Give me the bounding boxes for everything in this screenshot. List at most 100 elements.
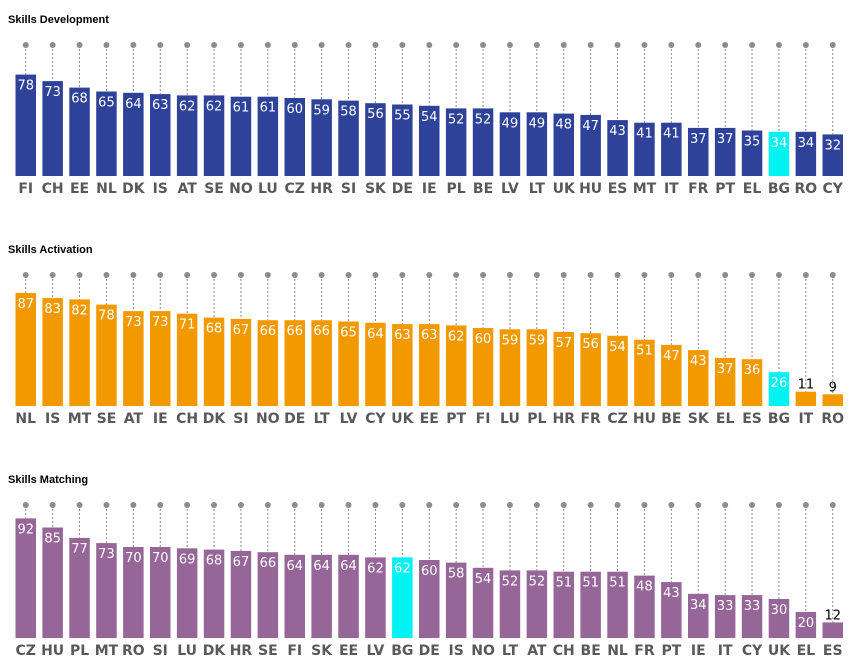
guide-dot — [668, 42, 675, 48]
bar-pl — [69, 537, 90, 638]
data-label: 41 — [636, 127, 653, 142]
guide-dot — [49, 272, 56, 278]
bar-fi — [284, 554, 305, 638]
bar-hr — [553, 331, 574, 406]
category-label: CZ — [285, 181, 305, 197]
guide-dot — [49, 502, 56, 508]
data-label: 63 — [421, 328, 438, 343]
chart-title: Skills Development — [8, 14, 109, 26]
data-label: 68 — [206, 554, 223, 569]
category-label: LT — [502, 643, 519, 659]
bar-sk — [688, 350, 709, 406]
bar-pt — [661, 582, 682, 638]
category-label: SE — [204, 181, 224, 197]
data-label: 60 — [421, 564, 438, 579]
bar-sk — [365, 103, 386, 176]
bar-lu — [499, 329, 521, 406]
data-label: 62 — [206, 99, 223, 114]
data-label: 78 — [98, 309, 115, 324]
category-label: FR — [634, 643, 655, 659]
category-label: LV — [367, 643, 385, 659]
data-label: 52 — [448, 112, 465, 127]
data-label: 52 — [475, 112, 492, 127]
category-label: BE — [581, 643, 601, 659]
bar-it — [714, 595, 736, 638]
bar-no — [472, 567, 494, 638]
guide-dot — [345, 502, 352, 508]
bar-it — [795, 391, 817, 406]
guide-dot — [614, 272, 621, 278]
data-label: 68 — [71, 92, 88, 107]
guide-dot — [587, 502, 594, 508]
category-label: IT — [798, 411, 813, 427]
category-label: PT — [446, 411, 466, 427]
bar-hu — [580, 114, 601, 176]
category-label: FI — [18, 181, 33, 197]
bar-ee — [338, 554, 359, 638]
chart-title: Skills Activation — [8, 244, 93, 256]
guide-dot — [291, 42, 298, 48]
data-label: 66 — [260, 324, 277, 339]
data-label: 60 — [286, 102, 303, 117]
bar-si — [338, 100, 359, 176]
bar-bg — [768, 372, 790, 406]
data-label: 66 — [286, 324, 303, 339]
guide-dot — [533, 502, 540, 508]
category-label: FI — [476, 411, 491, 427]
bar-no — [257, 320, 279, 406]
data-label: 67 — [233, 323, 250, 338]
data-label: 92 — [17, 522, 34, 537]
guide-dot — [480, 272, 487, 278]
category-label: LU — [177, 643, 197, 659]
data-label: 61 — [233, 101, 250, 116]
guide-dot — [237, 42, 244, 48]
guide-dot — [372, 42, 379, 48]
category-label: DK — [203, 411, 227, 427]
data-label: 37 — [717, 362, 734, 377]
bar-at — [176, 95, 198, 176]
guide-dot — [749, 42, 756, 48]
category-label: FI — [287, 643, 302, 659]
data-label: 56 — [367, 107, 384, 122]
category-label: IE — [422, 181, 437, 197]
data-label: 26 — [771, 376, 788, 391]
guide-dot — [318, 502, 325, 508]
data-label: 69 — [179, 552, 196, 567]
guide-dot — [157, 272, 164, 278]
guide-dot — [237, 502, 244, 508]
category-label: SI — [341, 181, 356, 197]
bar-se — [203, 95, 225, 176]
guide-dot — [345, 272, 352, 278]
guide-dot — [76, 502, 83, 508]
data-label: 34 — [690, 598, 707, 613]
data-label: 48 — [555, 118, 572, 133]
data-label: 60 — [475, 332, 492, 347]
category-label: UK — [553, 181, 576, 197]
data-label: 33 — [744, 599, 761, 614]
bar-no — [230, 96, 252, 176]
data-label: 83 — [44, 302, 61, 317]
data-label: 54 — [421, 110, 438, 125]
category-label: UK — [768, 643, 791, 659]
data-label: 35 — [744, 135, 761, 150]
data-label: 37 — [717, 132, 734, 147]
guide-dot — [22, 502, 29, 508]
guide-dot — [184, 42, 191, 48]
bar-ch — [176, 313, 198, 406]
guide-dot — [372, 272, 379, 278]
category-label: BE — [661, 411, 681, 427]
guide-dot — [749, 272, 756, 278]
guide-dot — [775, 42, 782, 48]
category-label: NL — [607, 643, 628, 659]
bar-ie — [419, 105, 440, 176]
data-label: 51 — [555, 576, 572, 591]
guide-dot — [291, 272, 298, 278]
bar-fr — [580, 333, 601, 406]
category-label: DE — [284, 411, 305, 427]
category-label: NO — [229, 181, 253, 197]
data-label: 73 — [125, 315, 142, 330]
guide-dot — [264, 42, 271, 48]
category-label: EE — [70, 181, 89, 197]
category-label: UK — [391, 411, 414, 427]
data-label: 32 — [824, 138, 841, 153]
